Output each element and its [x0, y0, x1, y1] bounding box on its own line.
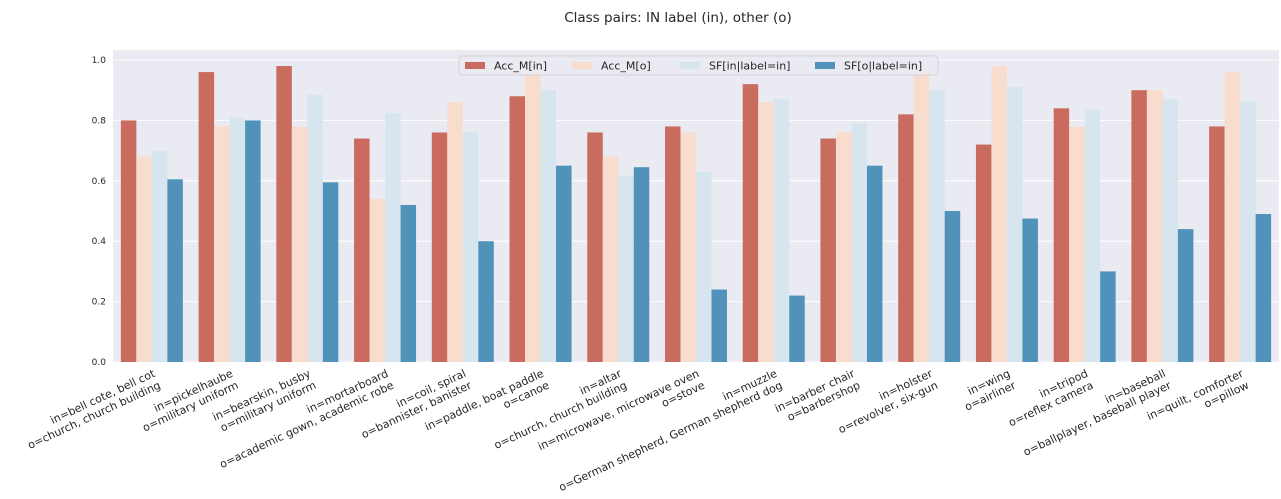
bar [913, 72, 930, 362]
bar [1053, 108, 1070, 362]
bar [1022, 218, 1038, 362]
bar [618, 176, 634, 362]
bar [758, 102, 774, 362]
legend-swatch [572, 62, 592, 69]
bar [820, 138, 836, 362]
bar [789, 295, 805, 362]
legend-swatch [465, 62, 485, 69]
bar [975, 144, 992, 362]
bar [680, 132, 696, 362]
bar [229, 117, 246, 362]
bar [291, 126, 308, 362]
bar [773, 99, 790, 362]
bar [1240, 100, 1256, 363]
legend-swatch [680, 62, 700, 69]
y-tick-label: 0.4 [92, 237, 107, 247]
y-tick-label: 1.0 [92, 56, 107, 66]
legend: Acc_M[in] Acc_M[o] SF[in|label=in] SF[o|lab… [458, 55, 939, 76]
bar [1006, 87, 1023, 363]
bar [898, 114, 914, 362]
bar [944, 211, 961, 362]
bar [1084, 109, 1101, 362]
bar [866, 165, 883, 362]
bar [1224, 72, 1241, 362]
bar [696, 171, 712, 362]
bar [214, 126, 230, 362]
bar [1177, 229, 1194, 362]
bar [400, 204, 417, 362]
bar [556, 165, 572, 362]
bar [1255, 214, 1272, 362]
bar [307, 94, 323, 362]
bar [665, 126, 681, 362]
bar [151, 150, 168, 362]
y-tick-label: 0.0 [92, 358, 107, 368]
bar [540, 90, 557, 362]
legend-label: Acc_M[o] [601, 60, 651, 73]
bar [276, 66, 292, 362]
bar [1162, 99, 1178, 362]
bar [742, 84, 759, 362]
bar [1100, 271, 1116, 362]
bar [245, 120, 261, 363]
legend-swatch [815, 62, 835, 69]
bar [431, 132, 448, 362]
y-tick-label: 0.8 [92, 116, 107, 126]
bar [447, 102, 463, 362]
bar [1131, 90, 1147, 362]
bar [991, 66, 1007, 362]
y-axis-ticks: 0.0 0.2 0.4 0.6 0.8 1.0 [92, 56, 107, 368]
bar [369, 198, 386, 362]
bar [322, 182, 339, 362]
bar [525, 72, 541, 362]
bar [478, 241, 494, 362]
bar [835, 132, 852, 362]
bar [851, 123, 867, 362]
bar [587, 132, 603, 362]
bar [509, 96, 526, 363]
bar [1069, 126, 1085, 362]
bar [167, 179, 183, 362]
bar [602, 156, 619, 362]
bar [354, 138, 370, 362]
bar [462, 132, 479, 362]
legend-label: SF[o|label=in] [844, 60, 922, 73]
legend-label: SF[in|label=in] [709, 60, 790, 73]
y-tick-label: 0.2 [92, 298, 106, 308]
bar [198, 72, 215, 362]
bar [120, 120, 137, 363]
bar [385, 112, 401, 362]
bar [1146, 90, 1163, 362]
legend-label: Acc_M[in] [494, 60, 547, 73]
chart-title: Class pairs: IN label (in), other (o) [564, 10, 792, 26]
y-tick-label: 0.6 [92, 177, 107, 187]
bars [120, 66, 1272, 363]
bar [711, 289, 727, 362]
bar [1209, 126, 1225, 362]
bar [633, 167, 650, 362]
bar [929, 90, 945, 362]
bar [136, 156, 152, 362]
x-tick-label-line: o=church, church building [26, 379, 163, 452]
